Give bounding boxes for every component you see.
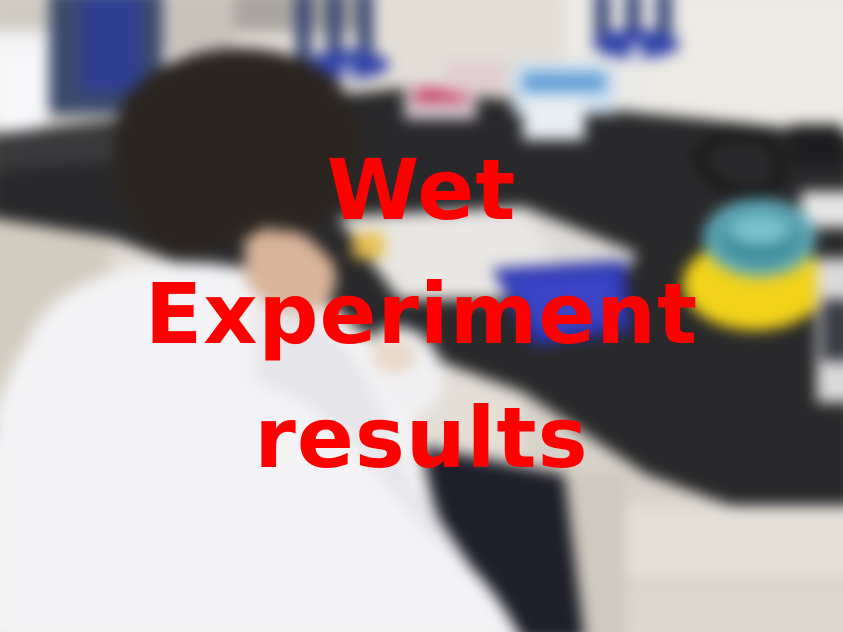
overlay-title: Wet Experiment results (0, 128, 843, 500)
overlay-title-line-3: results (254, 389, 589, 487)
overlay-title-line-1: Wet (326, 141, 517, 239)
overlay-title-line-2: Experiment (144, 265, 699, 363)
